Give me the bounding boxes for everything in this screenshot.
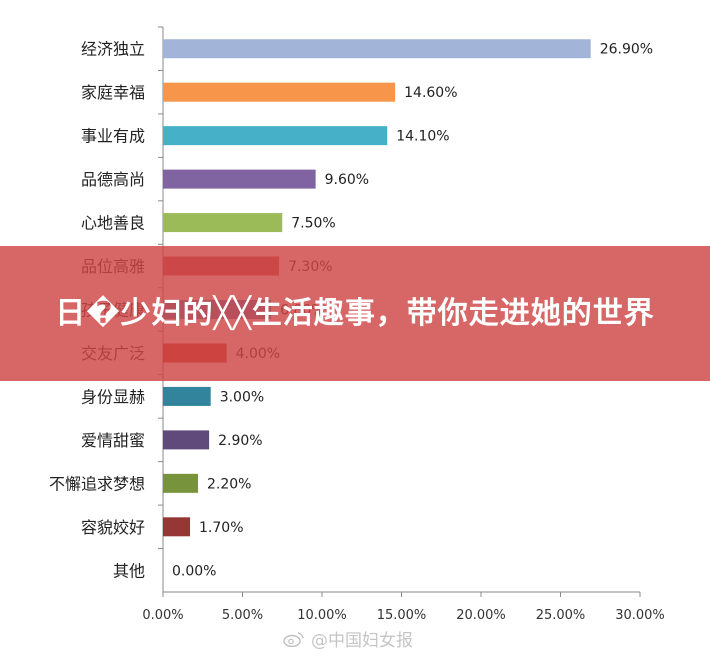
x-tick-label: 0.00% [142, 608, 183, 623]
bar [163, 126, 388, 146]
value-label: 2.20% [207, 476, 251, 492]
bar [163, 39, 591, 59]
x-tick-label: 20.00% [456, 608, 506, 623]
category-label: 事业有成 [81, 127, 145, 146]
bar [163, 82, 396, 102]
category-label: 容貌姣好 [81, 518, 145, 537]
x-tick-label: 10.00% [297, 608, 347, 623]
overlay-title: 日�少妇的╳╳生活趣事，带你走进她的世界 [55, 295, 655, 331]
category-label: 经济独立 [81, 40, 145, 59]
value-label: 9.60% [325, 172, 369, 188]
x-tick-label: 5.00% [222, 608, 263, 623]
value-label: 2.90% [218, 433, 262, 449]
value-label: 26.90% [600, 42, 653, 58]
value-label: 14.10% [396, 129, 449, 145]
category-label: 家庭幸福 [81, 83, 145, 102]
category-label: 不懈追求梦想 [49, 474, 145, 493]
value-label: 1.70% [199, 520, 243, 536]
value-label: 7.50% [291, 216, 335, 232]
value-label: 3.00% [220, 389, 264, 405]
bar [163, 473, 198, 493]
category-label: 品德高尚 [81, 170, 145, 189]
bar [163, 517, 191, 537]
x-tick-label: 30.00% [615, 608, 665, 623]
x-tick-label: 15.00% [377, 608, 427, 623]
bar [163, 386, 211, 406]
bar [163, 169, 316, 189]
value-label: 0.00% [172, 563, 216, 579]
category-label: 其他 [113, 561, 145, 580]
title-banner: 日�少妇的╳╳生活趣事，带你走进她的世界 [0, 246, 710, 381]
category-label: 爱情甜蜜 [81, 431, 145, 450]
bar [163, 430, 210, 450]
watermark: @中国妇女报 [283, 626, 413, 651]
bar [163, 213, 283, 233]
watermark-text: @中国妇女报 [311, 631, 413, 651]
category-label: 身份显赫 [81, 387, 145, 406]
weibo-icon [283, 631, 304, 647]
x-tick-label: 25.00% [536, 608, 586, 623]
category-label: 心地善良 [81, 214, 145, 233]
value-label: 14.60% [404, 85, 457, 101]
